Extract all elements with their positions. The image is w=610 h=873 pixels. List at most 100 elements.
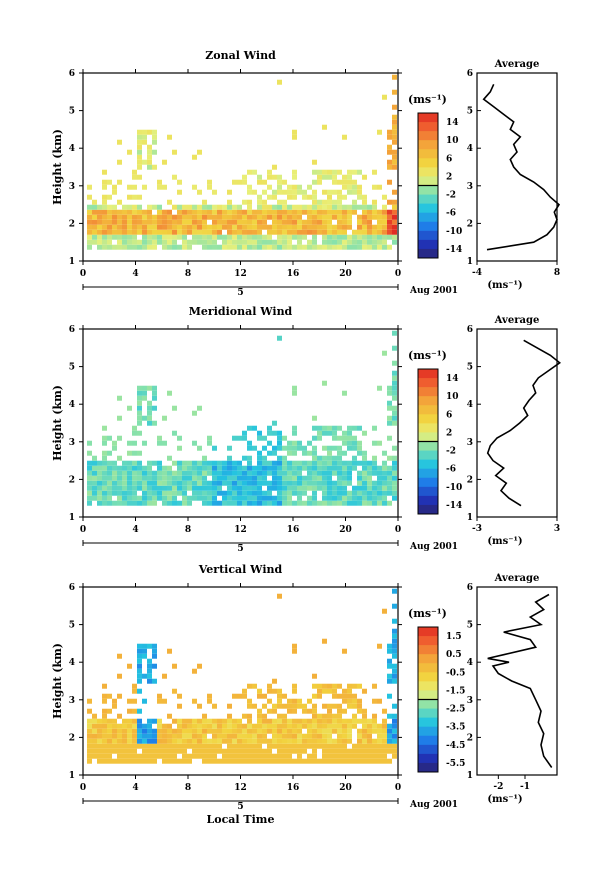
- data-cell: [337, 490, 342, 496]
- data-cell: [342, 229, 347, 235]
- data-cell: [127, 718, 132, 724]
- data-cell: [192, 698, 197, 704]
- data-cell: [202, 718, 207, 724]
- data-cell: [137, 239, 142, 245]
- data-cell: [257, 688, 262, 694]
- colorbar-segment: [418, 762, 438, 773]
- data-cell: [387, 405, 392, 411]
- colorbar-segment: [418, 477, 438, 488]
- data-cell: [332, 199, 337, 205]
- data-cell: [212, 748, 217, 754]
- data-cell: [382, 450, 387, 456]
- x-tick-label: 20: [339, 783, 352, 793]
- data-cell: [202, 214, 207, 220]
- data-cell: [152, 758, 157, 764]
- data-cell: [232, 718, 237, 724]
- data-cell: [212, 743, 217, 749]
- colorbar-segment: [418, 396, 438, 406]
- colorbar-unit: (ms⁻¹): [408, 93, 447, 106]
- data-cell: [392, 470, 397, 476]
- data-cell: [382, 209, 387, 215]
- data-cell: [97, 239, 102, 245]
- data-cell: [252, 169, 257, 175]
- colorbar: 1.50.5-0.5-1.5-2.5-3.5-4.5-5.5: [417, 626, 465, 773]
- data-cell: [392, 643, 397, 649]
- data-cell: [362, 728, 367, 734]
- data-cell: [267, 480, 272, 486]
- data-cell: [362, 688, 367, 694]
- data-cell: [207, 738, 212, 744]
- data-cell: [342, 134, 347, 140]
- data-cell: [392, 748, 397, 754]
- data-cell: [317, 204, 322, 210]
- data-cell: [202, 224, 207, 230]
- data-cell: [302, 748, 307, 754]
- data-cell: [127, 234, 132, 240]
- data-cell: [257, 748, 262, 754]
- data-cell: [227, 495, 232, 501]
- data-cell: [167, 743, 172, 749]
- data-cell: [177, 229, 182, 235]
- data-cell: [382, 758, 387, 764]
- data-cell: [372, 440, 377, 446]
- data-cell: [382, 748, 387, 754]
- data-cell: [297, 460, 302, 466]
- data-cell: [242, 224, 247, 230]
- data-cell: [177, 748, 182, 754]
- data-cell: [177, 703, 182, 709]
- colorbar-segment: [418, 753, 438, 764]
- data-cell: [87, 450, 92, 456]
- y-tick-label: 6: [69, 583, 75, 593]
- data-cell: [282, 495, 287, 501]
- data-cell: [347, 234, 352, 240]
- data-cell: [267, 708, 272, 714]
- data-cell: [277, 593, 282, 599]
- data-cell: [302, 475, 307, 481]
- x-tick-label: 0: [80, 269, 86, 279]
- colorbar-segment: [418, 149, 438, 159]
- data-cell: [322, 209, 327, 215]
- data-cell: [262, 234, 267, 240]
- data-cell: [262, 470, 267, 476]
- data-cell: [352, 229, 357, 235]
- data-cell: [147, 485, 152, 491]
- data-cell: [262, 219, 267, 225]
- data-cell: [142, 673, 147, 679]
- data-cell: [102, 229, 107, 235]
- data-cell: [387, 713, 392, 719]
- data-cell: [387, 480, 392, 486]
- data-cell: [172, 219, 177, 225]
- data-cell: [352, 199, 357, 205]
- data-cell: [297, 490, 302, 496]
- data-cell: [112, 758, 117, 764]
- data-cell: [137, 139, 142, 145]
- data-cell: [157, 179, 162, 185]
- data-cell: [187, 460, 192, 466]
- data-cell: [237, 435, 242, 441]
- data-cell: [212, 209, 217, 215]
- data-cell: [307, 733, 312, 739]
- data-cell: [87, 209, 92, 215]
- data-cell: [87, 723, 92, 729]
- data-cell: [202, 495, 207, 501]
- data-cell: [182, 234, 187, 240]
- data-cell: [182, 738, 187, 744]
- data-cell: [312, 425, 317, 431]
- data-cell: [187, 470, 192, 476]
- data-cell: [277, 733, 282, 739]
- data-cell: [282, 480, 287, 486]
- data-cell: [262, 189, 267, 195]
- data-cell: [142, 758, 147, 764]
- data-cell: [262, 703, 267, 709]
- data-cell: [122, 475, 127, 481]
- x-tick-label: 4: [132, 525, 138, 535]
- data-cell: [372, 199, 377, 205]
- data-cell: [127, 405, 132, 411]
- data-cell: [212, 244, 217, 250]
- data-cell: [382, 229, 387, 235]
- data-cell: [347, 688, 352, 694]
- data-cell: [332, 753, 337, 759]
- data-cell: [312, 728, 317, 734]
- data-cell: [287, 184, 292, 190]
